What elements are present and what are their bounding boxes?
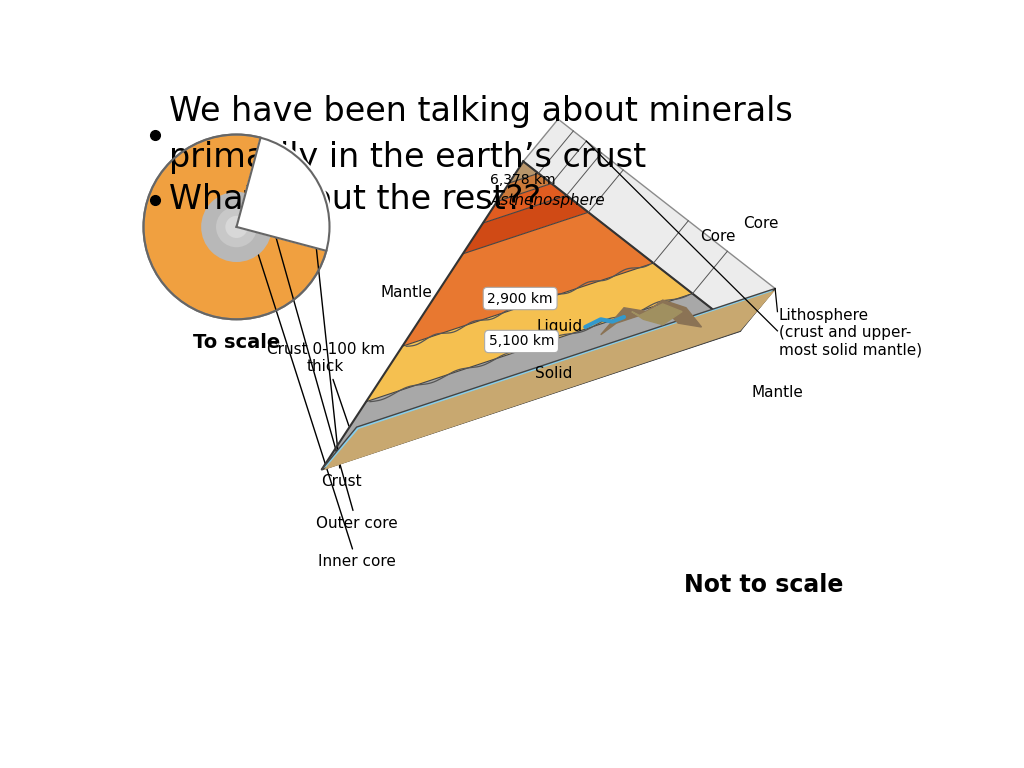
Text: Mantle: Mantle	[381, 285, 432, 300]
Polygon shape	[402, 212, 653, 346]
Polygon shape	[497, 174, 552, 201]
Text: We have been talking about minerals
primarily in the earth’s crust: We have been talking about minerals prim…	[169, 95, 793, 174]
Polygon shape	[483, 184, 566, 223]
Text: Core: Core	[700, 229, 735, 243]
Text: 2,900 km: 2,900 km	[487, 292, 553, 306]
Text: To scale: To scale	[193, 333, 281, 353]
Polygon shape	[367, 263, 692, 402]
Text: Core: Core	[743, 216, 779, 231]
Text: What About the rest??: What About the rest??	[169, 184, 542, 217]
Polygon shape	[463, 195, 589, 254]
Polygon shape	[523, 119, 775, 331]
Text: Not to scale: Not to scale	[684, 573, 843, 597]
Text: Lithosphere
(crust and upper-
most solid mantle): Lithosphere (crust and upper- most solid…	[779, 308, 923, 358]
Text: Crust: Crust	[308, 170, 361, 488]
Polygon shape	[601, 300, 701, 335]
Text: Outer core: Outer core	[275, 237, 397, 531]
Circle shape	[216, 207, 257, 247]
Polygon shape	[509, 161, 539, 183]
Text: 6,378 km: 6,378 km	[490, 173, 556, 187]
Text: Liquid: Liquid	[537, 319, 583, 333]
Circle shape	[143, 134, 330, 319]
Text: Crust 0-100 km
thick: Crust 0-100 km thick	[266, 342, 385, 426]
Text: Inner core: Inner core	[251, 232, 395, 569]
Polygon shape	[322, 293, 740, 469]
Polygon shape	[632, 304, 682, 325]
Wedge shape	[237, 135, 332, 251]
Polygon shape	[322, 289, 775, 469]
Circle shape	[225, 216, 248, 238]
Polygon shape	[324, 290, 775, 470]
Circle shape	[201, 192, 271, 262]
Text: Solid: Solid	[535, 366, 572, 382]
Text: Mantle: Mantle	[752, 385, 804, 400]
Text: Asthenosphere: Asthenosphere	[490, 194, 605, 208]
Text: 5,100 km: 5,100 km	[488, 335, 554, 349]
